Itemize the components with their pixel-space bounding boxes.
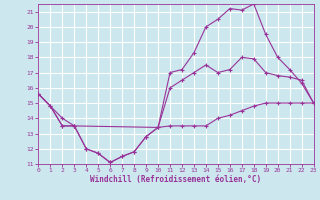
X-axis label: Windchill (Refroidissement éolien,°C): Windchill (Refroidissement éolien,°C) — [91, 175, 261, 184]
